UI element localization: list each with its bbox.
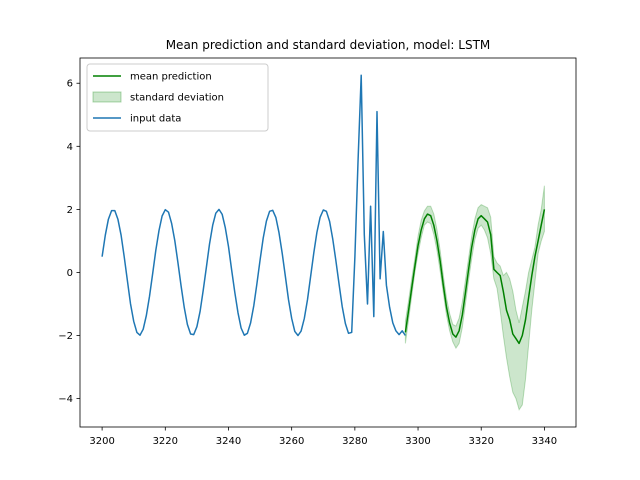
legend-box — [86, 63, 269, 132]
legend-label-input-data: input data — [130, 114, 181, 125]
legend-label-mean-prediction: mean prediction — [130, 72, 212, 83]
legend: mean prediction standard deviation input d… — [86, 63, 269, 132]
mean-prediction-line — [404, 209, 546, 345]
axes: 3200 3220 3240 3260 3280 3300 3320 3340 −4 −2 0 2 4 6 — [58, 57, 577, 447]
axes-frame — [79, 57, 577, 428]
x-tick-label: 3240 — [216, 436, 241, 447]
x-tick-label: 3260 — [279, 436, 304, 447]
input-data-line — [101, 74, 407, 337]
legend-label-standard-deviation: standard deviation — [130, 93, 224, 104]
y-tick-label: 2 — [67, 205, 73, 216]
x-tick-label: 3300 — [405, 436, 430, 447]
x-tick-label: 3320 — [468, 436, 493, 447]
y-tick-label: 6 — [67, 79, 73, 90]
x-tick-label: 3340 — [532, 436, 557, 447]
plot-area — [101, 74, 546, 411]
y-tick-label: −4 — [58, 394, 73, 405]
x-tick-label: 3200 — [89, 436, 114, 447]
x-tick-label: 3220 — [153, 436, 178, 447]
y-tick-label: 4 — [67, 142, 73, 153]
chart-title: Mean prediction and standard deviation, … — [166, 38, 491, 52]
std-band — [404, 185, 545, 411]
y-tick-label: −2 — [58, 331, 73, 342]
x-tick-label: 3280 — [342, 436, 367, 447]
y-tick-label: 0 — [67, 268, 73, 279]
legend-swatch-standard-deviation — [92, 91, 122, 103]
